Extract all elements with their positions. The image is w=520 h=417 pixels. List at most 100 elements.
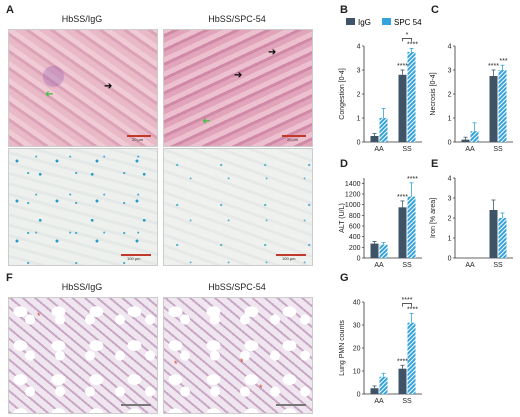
y-tick-label: 10 xyxy=(353,369,361,376)
panel-letter-g: G xyxy=(340,272,349,284)
iron-stain-image-spc54: 100 µm xyxy=(163,148,313,266)
black-arrow-icon: ➔ xyxy=(268,47,277,58)
bar-spc54 xyxy=(379,244,388,258)
asterisk-marker: * xyxy=(240,357,244,367)
y-axis-label: Necrosis [0-4] xyxy=(430,72,437,115)
legend-swatch-igg xyxy=(346,18,355,25)
scale-label: 20 µm xyxy=(287,137,299,142)
significance-marker: **** xyxy=(407,176,418,183)
y-tick-label: 30 xyxy=(353,323,361,330)
chart-alt: 0 200 400 600 800 1000 1200 1400 ALT (U/L) AA SS **… xyxy=(339,176,422,269)
panel-letter-b: B xyxy=(340,4,348,16)
scale-bar xyxy=(121,404,151,406)
y-tick-label: 4 xyxy=(357,44,361,51)
y-axis-label: ALT (U/L) xyxy=(339,203,346,233)
lung-image-spc54: * * * xyxy=(163,297,313,414)
x-tick-label: SS xyxy=(402,146,412,153)
legend-label-igg: IgG xyxy=(358,18,371,27)
y-tick-label: 4 xyxy=(448,44,452,51)
y-tick-label: 40 xyxy=(353,300,361,307)
y-tick-label: 20 xyxy=(353,346,361,353)
panel-letter-d: D xyxy=(340,158,348,170)
y-tick-label: 0 xyxy=(357,392,361,399)
image-title-left: HbSS/IgG xyxy=(61,14,103,24)
bar-igg xyxy=(461,139,470,142)
x-tick-label: AA xyxy=(374,398,384,405)
y-tick-label: 0 xyxy=(448,256,452,263)
significance-marker: *** xyxy=(499,58,507,65)
y-tick-label: 0 xyxy=(357,256,361,263)
bar-igg xyxy=(370,388,379,394)
bar-igg xyxy=(489,76,498,142)
y-tick-label: 200 xyxy=(349,245,361,252)
bar-igg xyxy=(489,210,498,258)
y-tick-label: 0 xyxy=(357,140,361,147)
x-tick-label: SS xyxy=(402,398,412,405)
asterisk-marker: * xyxy=(174,359,178,369)
legend-label-spc54: SPC 54 xyxy=(394,18,422,27)
scale-bar xyxy=(276,404,306,406)
he-image-spc54: ➔ ➔ ➔ 20 µm xyxy=(163,29,313,147)
x-tick-label: AA xyxy=(374,146,384,153)
panel-letter-c: C xyxy=(431,4,439,16)
significance-marker: **** xyxy=(402,297,413,304)
y-tick-label: 1 xyxy=(357,116,361,123)
iron-stain-image-igg: 100 µm xyxy=(8,148,158,266)
bar-spc54 xyxy=(498,218,507,258)
y-tick-label: 1400 xyxy=(345,181,361,188)
bar-igg xyxy=(398,368,407,394)
x-tick-label: AA xyxy=(465,146,475,153)
bar-spc54 xyxy=(498,70,507,142)
y-tick-label: 1 xyxy=(448,236,452,243)
lung-image-igg: * xyxy=(8,297,158,414)
scale-bar xyxy=(121,254,151,256)
asterisk-marker: * xyxy=(259,383,263,393)
chart-lung-pmn: 0 10 20 30 40 Lung PMN counts AA SS **** **** **** xyxy=(339,297,422,405)
panel-letter-e: E xyxy=(431,158,439,170)
bar-spc54 xyxy=(379,118,388,142)
significance-marker: **** xyxy=(397,358,408,365)
significance-marker: **** xyxy=(397,63,408,70)
y-tick-label: 400 xyxy=(349,234,361,241)
x-tick-label: AA xyxy=(465,262,475,269)
significance-bracket xyxy=(402,38,412,42)
y-tick-label: 1 xyxy=(448,116,452,123)
y-axis-label: Iron [% area] xyxy=(430,198,437,238)
asterisk-marker: * xyxy=(37,311,41,321)
x-tick-label: AA xyxy=(374,262,384,269)
x-tick-label: SS xyxy=(493,262,503,269)
significance-marker: **** xyxy=(407,307,418,314)
bar-spc54 xyxy=(470,131,479,142)
y-tick-label: 3 xyxy=(448,196,452,203)
green-arrow-icon: ➔ xyxy=(45,89,54,100)
bar-spc54 xyxy=(407,322,416,394)
scale-label: 20 µm xyxy=(132,137,144,142)
bar-igg xyxy=(370,136,379,142)
significance-marker: **** xyxy=(397,194,408,201)
significance-marker: **** xyxy=(407,41,418,48)
x-tick-label: SS xyxy=(402,262,412,269)
y-tick-label: 2 xyxy=(448,92,452,99)
panel-letter-f: F xyxy=(6,272,13,284)
chart-iron: 0 1 2 3 4 Iron [% area] AA SS xyxy=(430,176,513,269)
image-title-left: HbSS/IgG xyxy=(61,282,103,292)
y-tick-label: 0 xyxy=(448,140,452,147)
scale-label: 100 µm xyxy=(127,256,141,261)
y-tick-label: 600 xyxy=(349,224,361,231)
y-tick-label: 2 xyxy=(448,216,452,223)
bar-igg xyxy=(398,74,407,142)
significance-marker: * xyxy=(406,32,409,39)
y-tick-label: 800 xyxy=(349,213,361,220)
green-arrow-icon: ➔ xyxy=(202,116,211,127)
y-tick-label: 4 xyxy=(448,176,452,183)
bar-spc54 xyxy=(407,52,416,142)
y-axis-label: Congestion [0-4] xyxy=(339,68,346,119)
panel-letter-a: A xyxy=(6,4,14,16)
significance-marker: **** xyxy=(488,63,499,70)
bar-igg xyxy=(398,207,407,258)
scale-bar xyxy=(276,254,306,256)
bar-igg xyxy=(370,243,379,258)
y-tick-label: 3 xyxy=(448,68,452,75)
y-tick-label: 1200 xyxy=(345,192,361,199)
legend-swatch-spc54 xyxy=(382,18,391,25)
